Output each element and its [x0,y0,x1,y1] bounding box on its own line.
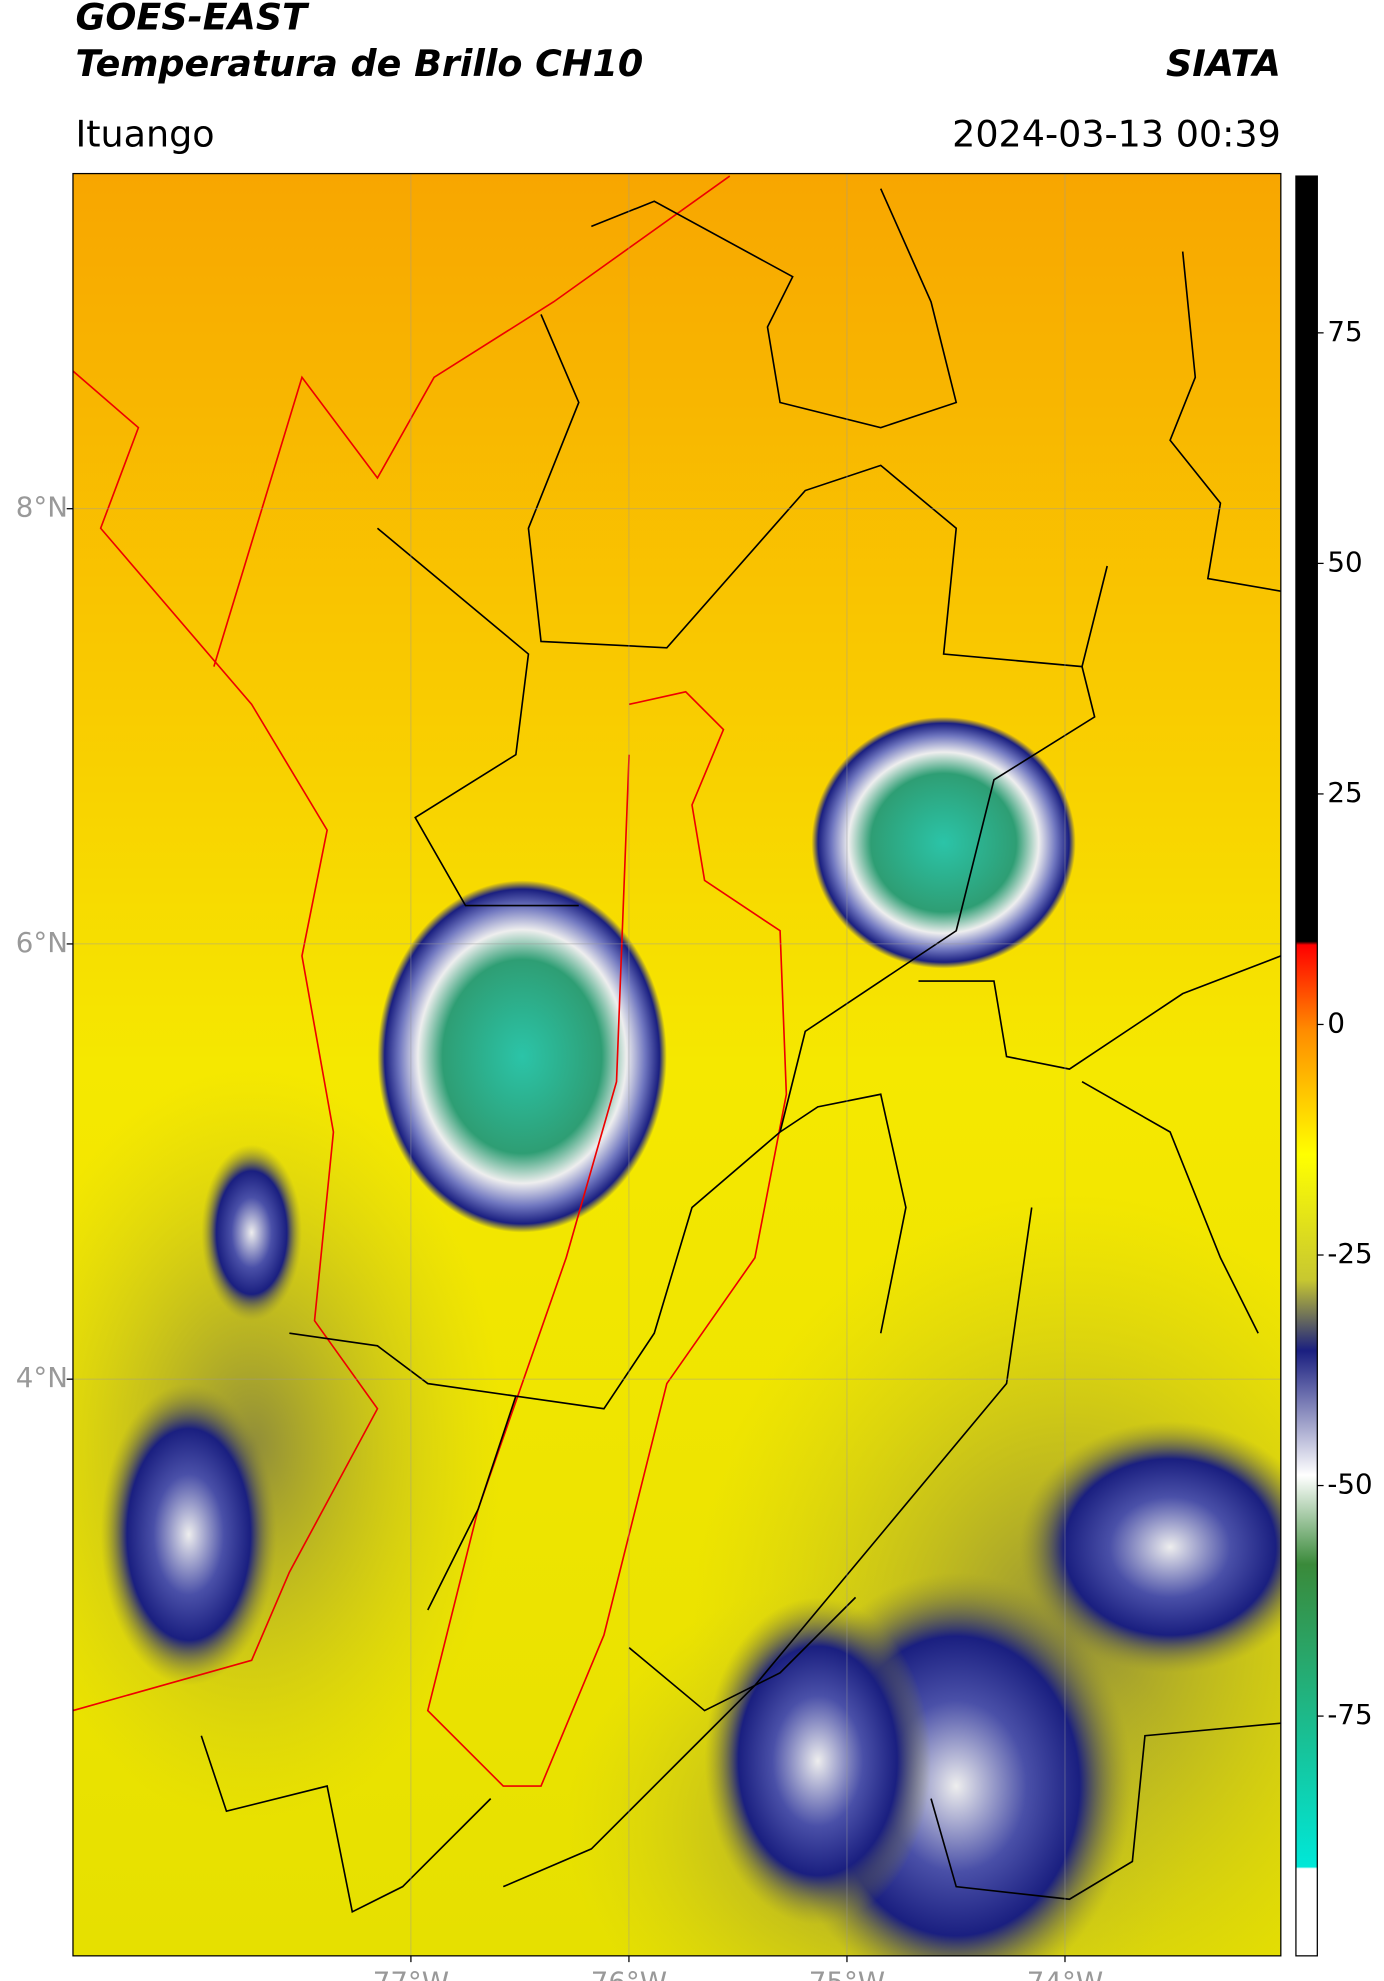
x-tick-label: 75°W [809,1966,885,1981]
border [1081,1080,1259,1334]
coastline [213,175,731,667]
y-tick-label: 4°N [16,1361,68,1394]
border [200,1735,492,1914]
border [1169,251,1281,592]
colorbar-tick-label: -75 [1327,1698,1372,1731]
colorbar-tick-label: -25 [1327,1237,1372,1270]
y-tick-label: 8°N [16,491,68,524]
border [591,188,958,429]
colorbar-tick-label: 25 [1327,776,1362,809]
colorbar-tick-label: -50 [1327,1468,1372,1501]
coastline [72,370,379,1712]
colorbar [1295,175,1318,1957]
border [527,314,1108,668]
colorbar-tick-label: 50 [1327,545,1362,578]
department-border [426,690,788,1787]
storm-cell [377,880,667,1233]
border [628,1596,857,1712]
storm-cell [811,716,1076,969]
cloud [704,1597,932,1925]
border [930,1722,1281,1901]
source: SIATA [1166,42,1281,85]
x-tick-label: 76°W [591,1966,667,1981]
border [918,955,1281,1070]
border [376,527,579,907]
x-tick-label: 77°W [373,1966,449,1981]
x-tick-label: 74°W [1027,1966,1103,1981]
cloud [100,1383,277,1686]
y-tick-label: 6°N [16,926,68,959]
border [779,666,1096,1133]
title: GOES-EAST [75,0,310,38]
location: Ituango [75,112,214,155]
grid [72,173,1281,1956]
colorbar-tick-label: 75 [1327,315,1362,348]
border [289,1332,516,1397]
cloud [201,1144,302,1321]
subtitle: Temperatura de Brillo CH10 [75,42,643,85]
border [427,1093,907,1611]
map-frame [72,172,1282,1957]
cloud [1019,1421,1281,1673]
datetime: 2024-03-13 00:39 [952,112,1281,155]
colorbar-tick-label: 0 [1327,1006,1345,1039]
map [72,173,1281,1956]
